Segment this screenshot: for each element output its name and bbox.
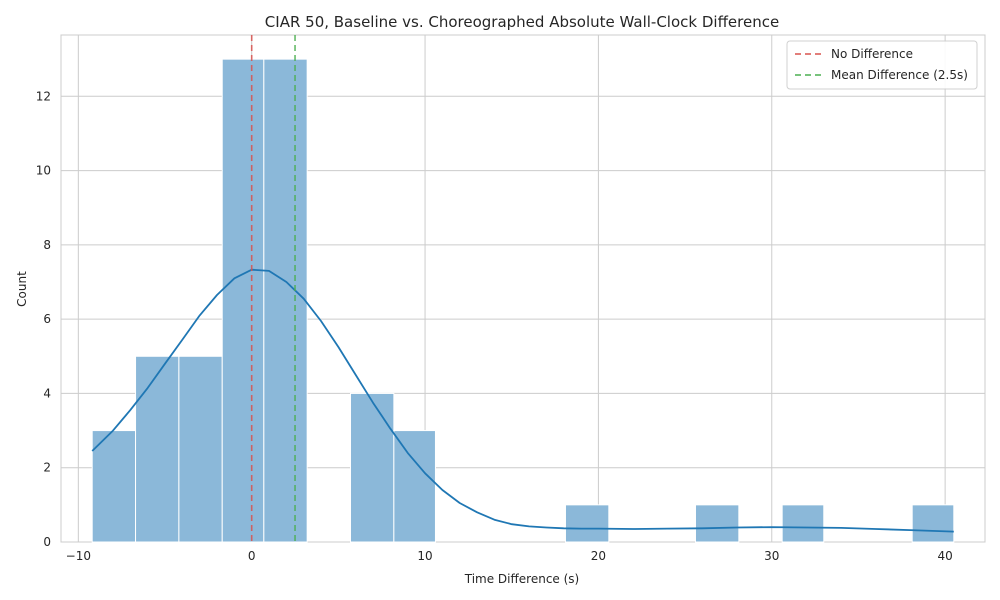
histogram-bar — [564, 504, 610, 543]
y-axis-label: Count — [15, 271, 29, 307]
legend: No Difference Mean Difference (2.5s) — [786, 40, 978, 90]
chart-title: CIAR 50, Baseline vs. Choreographed Abso… — [265, 13, 779, 31]
y-tick-label: 4 — [43, 386, 51, 400]
y-axis-ticks: 0 2 4 6 8 10 12 — [36, 89, 51, 549]
y-tick-label: 0 — [43, 535, 51, 549]
x-axis-ticks: −10 0 10 20 30 40 — [66, 549, 953, 563]
histogram-bar — [694, 504, 740, 543]
legend-entry: No Difference — [831, 47, 913, 61]
x-tick-label: 10 — [417, 549, 432, 563]
histogram-bar — [350, 392, 395, 543]
x-axis-label: Time Difference (s) — [464, 572, 579, 586]
histogram-bar — [263, 58, 308, 543]
x-tick-label: 20 — [591, 549, 606, 563]
y-tick-label: 8 — [43, 238, 51, 252]
y-tick-label: 10 — [36, 164, 51, 178]
histogram-bar — [91, 430, 137, 543]
histogram-bar — [221, 58, 265, 543]
x-tick-label: 40 — [937, 549, 952, 563]
y-tick-label: 6 — [43, 312, 51, 326]
histogram-bar — [781, 504, 825, 543]
x-tick-label: 0 — [248, 549, 256, 563]
x-tick-label: −10 — [66, 549, 91, 563]
legend-entry: Mean Difference (2.5s) — [831, 68, 968, 82]
legend-box — [786, 40, 978, 90]
histogram-bar — [135, 355, 180, 543]
histogram-bar — [178, 355, 223, 543]
y-tick-label: 12 — [36, 89, 51, 103]
x-tick-label: 30 — [764, 549, 779, 563]
reference-lines — [250, 35, 296, 542]
histogram-bar — [911, 504, 955, 543]
histogram-bars — [91, 58, 955, 543]
kde-line — [91, 268, 954, 533]
histogram-bar — [393, 430, 436, 543]
y-tick-label: 2 — [43, 461, 51, 475]
kde-curve — [91, 268, 954, 533]
